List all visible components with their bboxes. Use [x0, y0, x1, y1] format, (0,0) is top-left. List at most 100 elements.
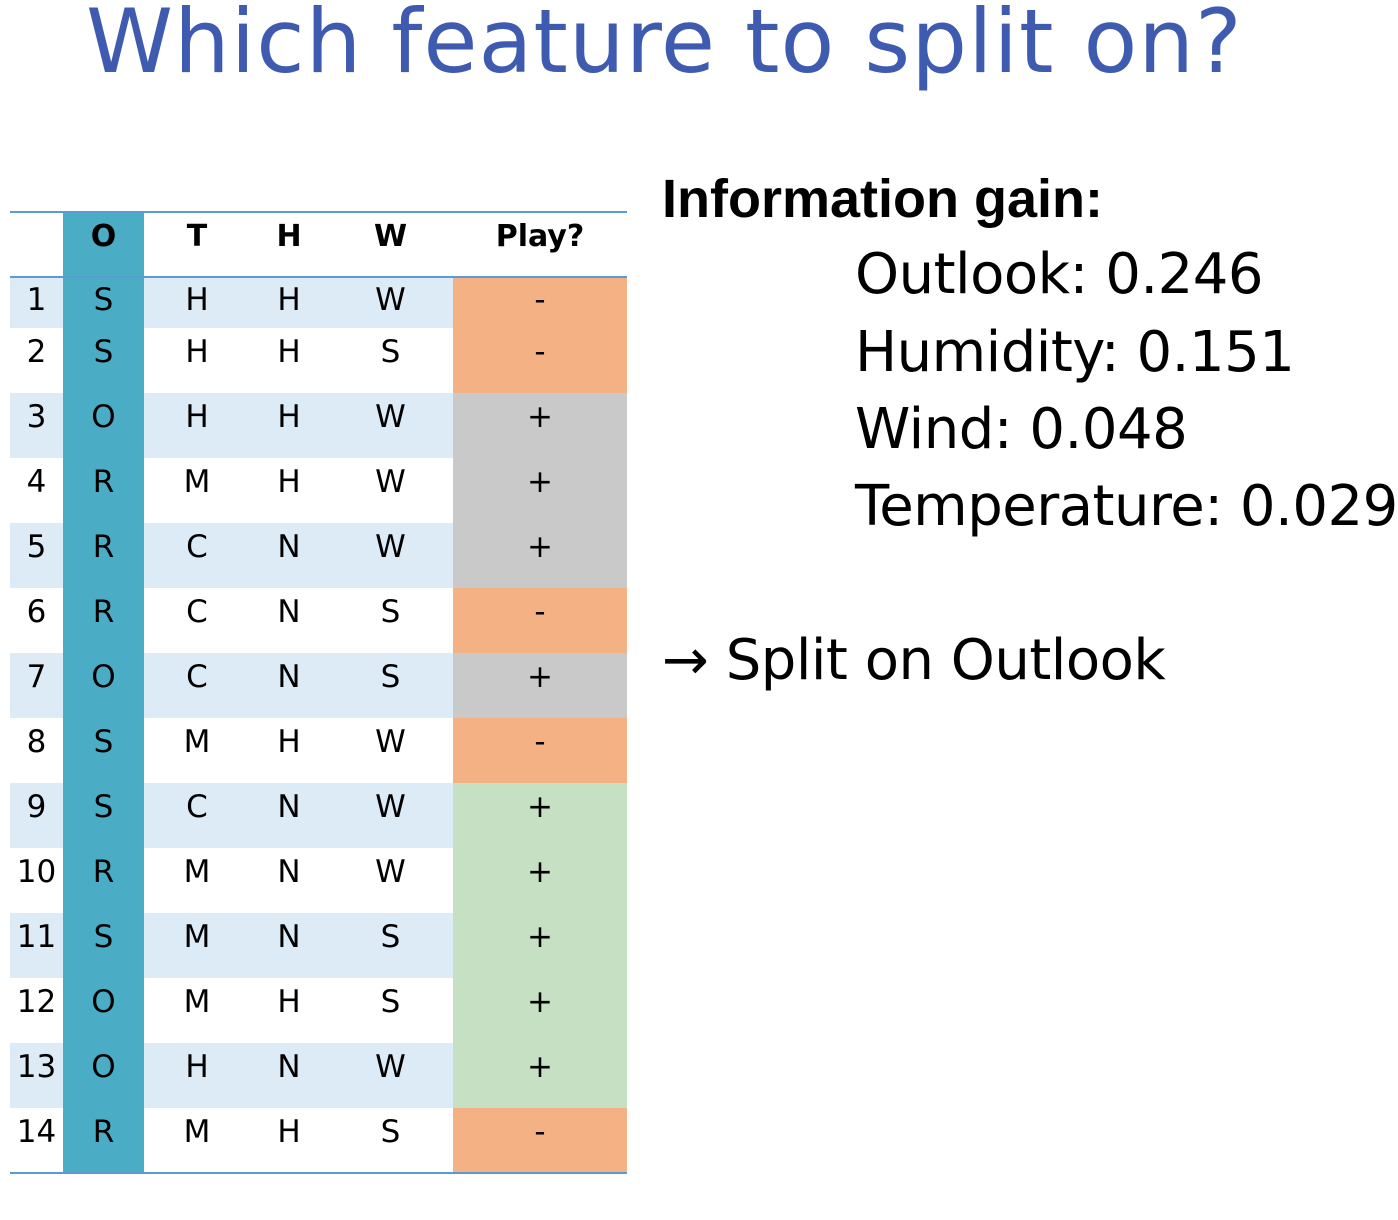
- cell-play: +: [527, 529, 553, 565]
- outlook-cell-background: [63, 458, 144, 523]
- cell-play: -: [534, 334, 546, 370]
- cell-wind: S: [380, 594, 401, 630]
- cell-humidity: N: [277, 659, 301, 695]
- cell-play: -: [534, 1114, 546, 1150]
- table-top-rule: [10, 211, 627, 213]
- cell-outlook: S: [93, 789, 114, 825]
- table-row: 7 O C N S +: [10, 653, 627, 718]
- cell-play: +: [527, 919, 553, 955]
- cell-humidity: H: [277, 464, 301, 500]
- cell-wind: S: [380, 1114, 401, 1150]
- table-row: 8 S M H W -: [10, 718, 627, 783]
- table-bottom-rule: [10, 1172, 627, 1174]
- split-conclusion: → Split on Outlook: [662, 628, 1166, 693]
- header-index: [10, 213, 63, 276]
- table-row: 10 R M N W +: [10, 848, 627, 913]
- cell-play: +: [527, 464, 553, 500]
- cell-temperature: H: [185, 1049, 209, 1085]
- outlook-cell-background: [63, 848, 144, 913]
- play-cell-background: [453, 393, 627, 458]
- cell-humidity: N: [277, 1049, 301, 1085]
- cell-outlook: R: [92, 854, 115, 890]
- cell-humidity: H: [277, 282, 301, 318]
- table-row: 1 S H H W -: [10, 278, 627, 328]
- outlook-cell-background: [63, 978, 144, 1043]
- cell-wind: W: [375, 854, 406, 890]
- cell-humidity: H: [277, 334, 301, 370]
- outlook-cell-background: [63, 718, 144, 783]
- table-header-rule: [10, 276, 627, 278]
- outlook-cell-background: [63, 393, 144, 458]
- cell-wind: W: [375, 724, 406, 760]
- row-index: 14: [16, 1114, 57, 1150]
- page-title: Which feature to split on?: [86, 0, 1243, 93]
- cell-wind: W: [375, 464, 406, 500]
- cell-play: +: [527, 789, 553, 825]
- cell-temperature: H: [185, 399, 209, 435]
- header-play: Play?: [495, 219, 585, 254]
- row-index: 1: [26, 282, 47, 318]
- row-index: 11: [16, 919, 57, 955]
- table-row: 9 S C N W +: [10, 783, 627, 848]
- cell-play: -: [534, 282, 546, 318]
- header-temperature: T: [186, 219, 208, 254]
- cell-wind: S: [380, 919, 401, 955]
- cell-outlook: O: [91, 659, 116, 695]
- cell-humidity: N: [277, 854, 301, 890]
- row-index: 13: [16, 1049, 57, 1085]
- cell-humidity: N: [277, 594, 301, 630]
- cell-play: +: [527, 854, 553, 890]
- cell-wind: S: [380, 334, 401, 370]
- outlook-cell-background: [63, 913, 144, 978]
- cell-temperature: M: [183, 854, 211, 890]
- table-header-row: O T H W Play?: [10, 213, 627, 276]
- cell-humidity: N: [277, 919, 301, 955]
- row-index: 2: [26, 334, 47, 370]
- cell-humidity: N: [277, 529, 301, 565]
- cell-play: +: [527, 399, 553, 435]
- cell-wind: W: [375, 789, 406, 825]
- cell-wind: W: [375, 1049, 406, 1085]
- cell-temperature: M: [183, 1114, 211, 1150]
- cell-temperature: C: [186, 529, 208, 565]
- outlook-cell-background: [63, 278, 144, 328]
- cell-temperature: H: [185, 334, 209, 370]
- header-wind: W: [373, 219, 408, 254]
- cell-outlook: S: [93, 724, 114, 760]
- cell-wind: S: [380, 984, 401, 1020]
- cell-humidity: H: [277, 399, 301, 435]
- table-row: 2 S H H S -: [10, 328, 627, 393]
- outlook-cell-background: [63, 588, 144, 653]
- row-index: 7: [26, 659, 47, 695]
- row-index: 6: [26, 594, 47, 630]
- cell-play: -: [534, 594, 546, 630]
- cell-play: -: [534, 724, 546, 760]
- play-cell-background: [453, 653, 627, 718]
- header-humidity: H: [276, 219, 302, 254]
- cell-outlook: R: [92, 464, 115, 500]
- table-row: 12 O M H S +: [10, 978, 627, 1043]
- cell-temperature: M: [183, 919, 211, 955]
- cell-temperature: H: [185, 282, 209, 318]
- cell-wind: W: [375, 529, 406, 565]
- cell-outlook: R: [92, 529, 115, 565]
- row-index: 8: [26, 724, 47, 760]
- cell-temperature: C: [186, 659, 208, 695]
- play-cell-background: [453, 523, 627, 588]
- row-index: 3: [26, 399, 47, 435]
- cell-humidity: N: [277, 789, 301, 825]
- cell-wind: W: [375, 282, 406, 318]
- cell-outlook: O: [91, 984, 116, 1020]
- cell-play: +: [527, 984, 553, 1020]
- gain-temperature: Temperature: 0.029: [855, 474, 1398, 539]
- cell-humidity: H: [277, 1114, 301, 1150]
- cell-outlook: S: [93, 334, 114, 370]
- row-index: 10: [16, 854, 57, 890]
- outlook-cell-background: [63, 328, 144, 393]
- row-index: 4: [26, 464, 47, 500]
- play-cell-background: [453, 783, 627, 848]
- cell-temperature: M: [183, 464, 211, 500]
- play-cell-background: [453, 1108, 627, 1172]
- table-row: 3 O H H W +: [10, 393, 627, 458]
- table-row: 14 R M H S -: [10, 1108, 627, 1172]
